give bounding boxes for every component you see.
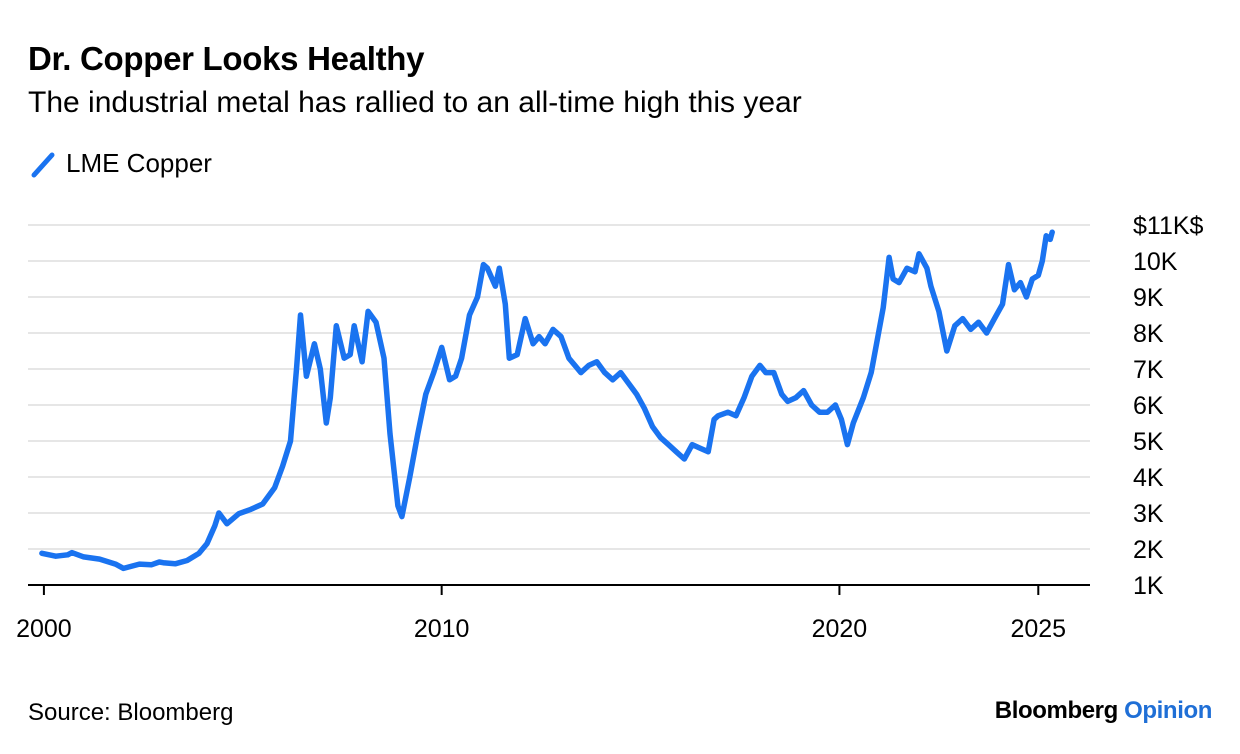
x-tick-label: 2000: [16, 615, 72, 643]
x-axis: [28, 584, 1090, 595]
y-tick-label: 5K: [1133, 428, 1164, 456]
y-tick-label: 3K: [1133, 500, 1164, 528]
y-tick-label: 4K: [1133, 464, 1164, 492]
x-axis-labels: 2000 2010 2020 2025: [16, 615, 1066, 643]
brand-logo: Bloomberg Opinion: [994, 697, 1213, 725]
y-tick-label: 10K: [1133, 248, 1178, 276]
chart-subtitle: The industrial metal has rallied to an a…: [28, 86, 802, 119]
x-tick-label: 2020: [812, 615, 868, 643]
series-layer: [39, 229, 1055, 572]
brand-name: Bloomberg: [994, 697, 1118, 724]
brand-section: Opinion: [1124, 697, 1212, 724]
legend: LME Copper: [30, 148, 212, 179]
x-tick-label: 2025: [1010, 615, 1066, 643]
y-tick-label: 8K: [1133, 320, 1164, 348]
y-tick-label: 1K: [1133, 572, 1164, 600]
y-tick-label: $11K$: [1133, 212, 1204, 240]
y-tick-label: 2K: [1133, 536, 1164, 564]
y-tick-label: 6K: [1133, 392, 1164, 420]
source-note: Source: Bloomberg: [28, 699, 234, 726]
x-tick-label: 2010: [414, 615, 470, 643]
y-tick-label: 7K: [1133, 356, 1164, 384]
chart-title: Dr. Copper Looks Healthy: [28, 40, 425, 77]
legend-label: LME Copper: [66, 148, 212, 178]
legend-line-icon: [31, 152, 55, 177]
y-tick-label: 9K: [1133, 284, 1164, 312]
y-axis-labels: $11K$ 10K 9K 8K 7K 6K 5K 4K 3K 2K 1K: [1133, 212, 1204, 600]
series-line-lme-copper: [39, 229, 1055, 572]
